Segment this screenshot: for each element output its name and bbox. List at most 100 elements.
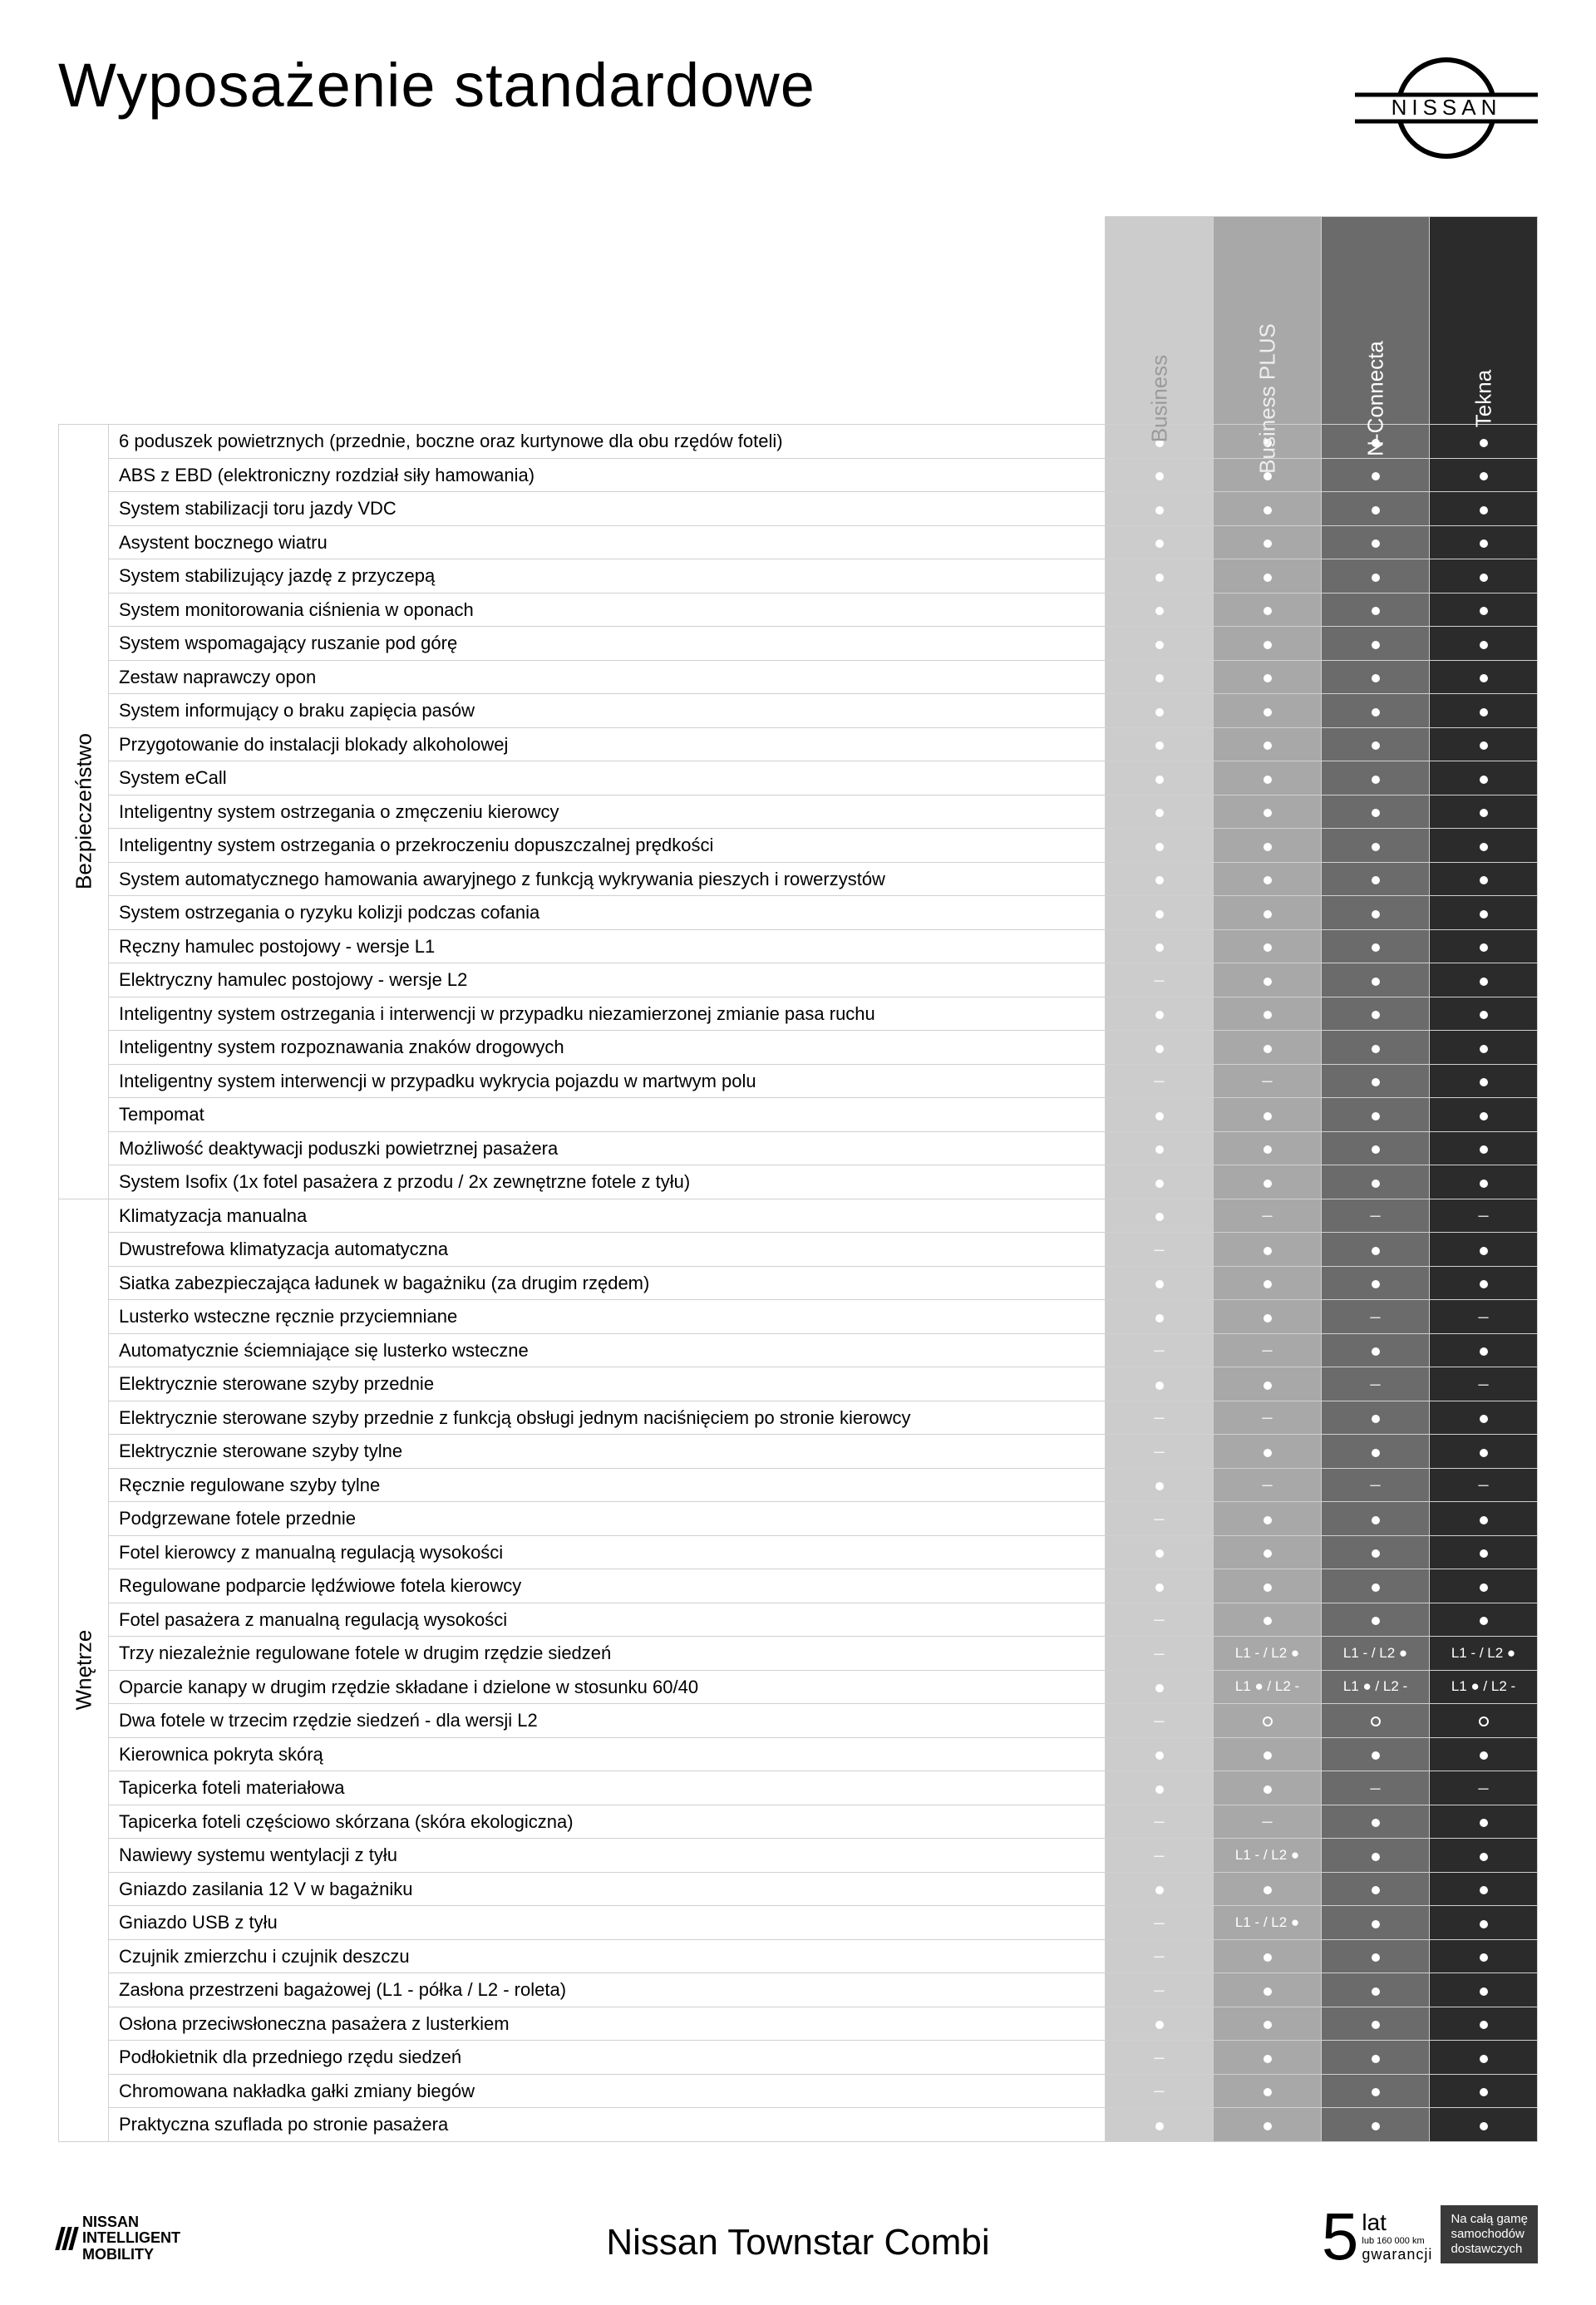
table-row: Inteligentny system ostrzegania i interw… <box>59 997 1538 1031</box>
feature-label: System wspomagający ruszanie pod górę <box>109 627 1106 661</box>
feature-value <box>1430 1333 1538 1367</box>
feature-value <box>1322 1435 1430 1469</box>
feature-value <box>1214 1367 1322 1401</box>
feature-label: Kierownica pokryta skórą <box>109 1737 1106 1771</box>
table-row: System wspomagający ruszanie pod górę <box>59 627 1538 661</box>
feature-value <box>1214 727 1322 761</box>
table-row: Inteligentny system ostrzegania o zmęcze… <box>59 795 1538 829</box>
feature-label: Lusterko wsteczne ręcznie przyciemniane <box>109 1300 1106 1334</box>
table-row: Tempomat <box>59 1098 1538 1132</box>
feature-value <box>1106 1906 1214 1940</box>
feature-value <box>1322 1839 1430 1873</box>
feature-value <box>1106 2074 1214 2108</box>
feature-value <box>1214 862 1322 896</box>
feature-value <box>1106 458 1214 492</box>
table-row: Kierownica pokryta skórą <box>59 1737 1538 1771</box>
feature-value <box>1106 2007 1214 2041</box>
feature-value <box>1214 1199 1322 1233</box>
feature-value <box>1430 2041 1538 2075</box>
feature-value <box>1106 1468 1214 1502</box>
feature-label: Dwustrefowa klimatyzacja automatyczna <box>109 1233 1106 1267</box>
feature-value <box>1430 1098 1538 1132</box>
feature-value <box>1430 1435 1538 1469</box>
feature-value <box>1322 1569 1430 1603</box>
feature-value <box>1106 1266 1214 1300</box>
table-row: Ręcznie regulowane szyby tylne <box>59 1468 1538 1502</box>
feature-label: Inteligentny system rozpoznawania znaków… <box>109 1031 1106 1065</box>
feature-value <box>1214 1300 1322 1334</box>
feature-label: Elektrycznie sterowane szyby tylne <box>109 1435 1106 1469</box>
feature-value <box>1322 2074 1430 2108</box>
table-row: Dwustrefowa klimatyzacja automatyczna <box>59 1233 1538 1267</box>
feature-value <box>1106 862 1214 896</box>
feature-value <box>1214 660 1322 694</box>
table-row: Zestaw naprawczy opon <box>59 660 1538 694</box>
feature-value <box>1214 896 1322 930</box>
feature-value <box>1322 1973 1430 2007</box>
feature-value <box>1430 1266 1538 1300</box>
feature-label: Elektrycznie sterowane szyby przednie z … <box>109 1401 1106 1435</box>
feature-value <box>1322 1098 1430 1132</box>
table-row: Gniazdo zasilania 12 V w bagażniku <box>59 1872 1538 1906</box>
table-row: Elektryczny hamulec postojowy - wersje L… <box>59 963 1538 997</box>
feature-value <box>1322 1704 1430 1738</box>
feature-value <box>1214 627 1322 661</box>
feature-label: System informujący o braku zapięcia pasó… <box>109 694 1106 728</box>
feature-value <box>1322 1199 1430 1233</box>
feature-label: Asystent bocznego wiatru <box>109 525 1106 559</box>
feature-label: Możliwość deaktywacji poduszki powietrzn… <box>109 1131 1106 1165</box>
table-row: Chromowana nakładka gałki zmiany biegów <box>59 2074 1538 2108</box>
table-row: ABS z EBD (elektroniczny rozdział siły h… <box>59 458 1538 492</box>
feature-value <box>1106 795 1214 829</box>
feature-label: Chromowana nakładka gałki zmiany biegów <box>109 2074 1106 2108</box>
table-row: Tapicerka foteli częściowo skórzana (skó… <box>59 1805 1538 1839</box>
feature-value <box>1322 896 1430 930</box>
feature-label: Nawiewy systemu wentylacji z tyłu <box>109 1839 1106 1873</box>
feature-value <box>1106 1064 1214 1098</box>
feature-value <box>1106 1939 1214 1973</box>
feature-value <box>1106 627 1214 661</box>
feature-value: L1 - / L2 ● <box>1214 1839 1322 1873</box>
feature-value <box>1106 2108 1214 2142</box>
feature-value <box>1430 694 1538 728</box>
feature-value <box>1430 525 1538 559</box>
table-row: Czujnik zmierzchu i czujnik deszczu <box>59 1939 1538 1973</box>
table-row: Podgrzewane fotele przednie <box>59 1502 1538 1536</box>
feature-value <box>1214 2074 1322 2108</box>
feature-value <box>1106 593 1214 627</box>
feature-value <box>1322 1367 1430 1401</box>
feature-label: System ostrzegania o ryzyku kolizji podc… <box>109 896 1106 930</box>
feature-value <box>1322 1502 1430 1536</box>
feature-label: Tapicerka foteli materiałowa <box>109 1771 1106 1805</box>
table-row: Bezpieczeństwo6 poduszek powietrznych (p… <box>59 425 1538 459</box>
feature-value <box>1322 1233 1430 1267</box>
feature-label: System eCall <box>109 761 1106 795</box>
feature-value <box>1430 1064 1538 1098</box>
feature-value <box>1214 694 1322 728</box>
feature-value <box>1214 1872 1322 1906</box>
feature-value <box>1322 660 1430 694</box>
feature-value: L1 - / L2 ● <box>1214 1906 1322 1940</box>
feature-label: Inteligentny system ostrzegania o przekr… <box>109 829 1106 863</box>
table-row: Inteligentny system interwencji w przypa… <box>59 1064 1538 1098</box>
table-row: Trzy niezależnie regulowane fotele w dru… <box>59 1637 1538 1671</box>
feature-value <box>1214 1435 1322 1469</box>
feature-value <box>1322 997 1430 1031</box>
feature-value <box>1322 727 1430 761</box>
feature-value <box>1106 1839 1214 1873</box>
feature-value <box>1322 829 1430 863</box>
svg-text:NISSAN: NISSAN <box>1392 95 1502 120</box>
feature-value <box>1322 492 1430 526</box>
table-row: Oparcie kanapy w drugim rzędzie składane… <box>59 1670 1538 1704</box>
feature-label: Gniazdo zasilania 12 V w bagażniku <box>109 1872 1106 1906</box>
feature-label: Czujnik zmierzchu i czujnik deszczu <box>109 1939 1106 1973</box>
feature-value <box>1106 525 1214 559</box>
table-row: Osłona przeciwsłoneczna pasażera z luste… <box>59 2007 1538 2041</box>
feature-value <box>1430 593 1538 627</box>
feature-value <box>1322 2041 1430 2075</box>
table-row: Inteligentny system ostrzegania o przekr… <box>59 829 1538 863</box>
feature-value <box>1214 1401 1322 1435</box>
feature-value <box>1214 929 1322 963</box>
feature-value <box>1322 1939 1430 1973</box>
feature-value <box>1322 1603 1430 1637</box>
